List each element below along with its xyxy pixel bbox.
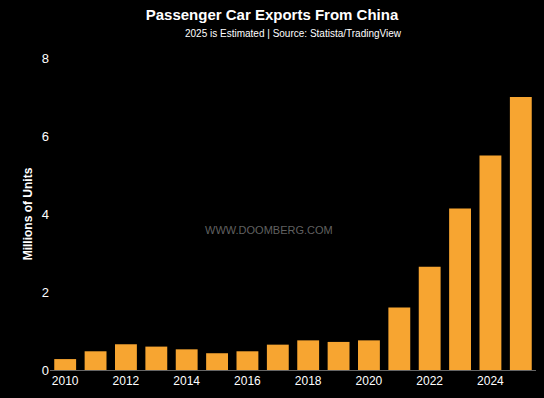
svg-text:2020: 2020	[356, 374, 383, 388]
svg-text:2022: 2022	[416, 374, 443, 388]
svg-text:4: 4	[42, 207, 49, 222]
svg-text:2018: 2018	[295, 374, 322, 388]
svg-text:2010: 2010	[52, 374, 79, 388]
svg-text:2: 2	[42, 285, 49, 300]
svg-text:Millions of Units: Millions of Units	[21, 167, 35, 260]
svg-text:WWW.DOOMBERG.COM: WWW.DOOMBERG.COM	[205, 224, 333, 236]
svg-text:2014: 2014	[173, 374, 200, 388]
svg-text:Passenger Car Exports From Chi: Passenger Car Exports From China	[146, 6, 399, 23]
svg-text:0: 0	[42, 363, 49, 378]
svg-text:2016: 2016	[234, 374, 261, 388]
svg-text:2024: 2024	[477, 374, 504, 388]
svg-text:2012: 2012	[113, 374, 140, 388]
svg-text:2025 is Estimated | Source: St: 2025 is Estimated | Source: Statista/Tra…	[185, 28, 402, 39]
svg-text:8: 8	[42, 51, 49, 66]
svg-text:6: 6	[42, 129, 49, 144]
